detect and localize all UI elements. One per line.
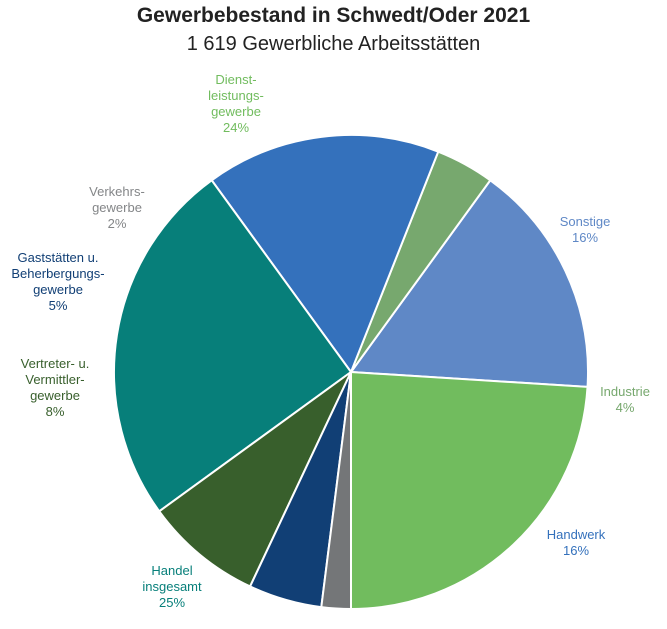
pie-slice-sonstige — [349, 178, 589, 388]
pie-slice-dienst-leistungs-gewerbe — [350, 370, 589, 611]
slice-label-verkehrs-gewerbe: Verkehrs-gewerbe 2% — [89, 184, 145, 231]
slice-label-gaststätten-u-beherbergungs-gewerbe: Gaststätten u. Beherbergungs-gewerbe 5% — [11, 250, 104, 313]
slice-label-handwerk: Handwerk 16% — [547, 527, 606, 558]
chart-subtitle: 1 619 Gewerbliche Arbeitsstätten — [186, 33, 481, 55]
pie-slice-handel-insgesamt — [113, 178, 353, 513]
slice-label-industrie: Industrie 4% — [600, 384, 650, 415]
pie-slice-vertreter-u-vermittler-gewerbe — [157, 371, 352, 588]
pie-slice-handwerk — [210, 134, 440, 375]
chart-title: Gewerbebestand in Schwedt/Oder 2021 — [136, 4, 531, 27]
slice-label-dienst-leistungs-gewerbe: Dienst-leistungs-gewerbe 24% — [208, 72, 264, 135]
slice-label-sonstige: Sonstige 16% — [560, 214, 611, 245]
slice-label-handel-insgesamt: Handel insgesamt 25% — [142, 563, 202, 610]
slice-label-vertreter-u-vermittler-gewerbe: Vertreter- u. Vermittler-gewerbe 8% — [21, 356, 90, 419]
